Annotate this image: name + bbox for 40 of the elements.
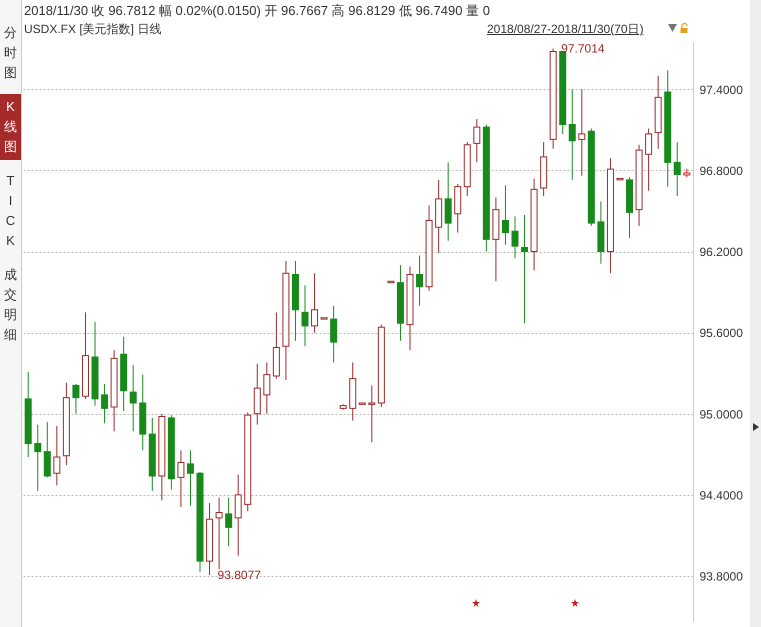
candlestick: [568, 88, 576, 180]
text: 2018/08/27-2018/11/30(70日): [487, 21, 644, 38]
text: K线图: [0, 97, 21, 157]
candlestick: [578, 88, 586, 176]
candlestick: [311, 272, 318, 334]
y-tick-label: 96.8000: [700, 164, 744, 178]
candlestick: [225, 497, 232, 547]
chart-subtitle: USDX.FX [美元指数] 日线: [24, 21, 162, 38]
candlestick: [263, 362, 270, 414]
candlestick: [234, 474, 242, 556]
candlestick: [177, 450, 184, 508]
y-tick-label: 96.2000: [700, 245, 744, 260]
y-tick-label: 95.0000: [700, 407, 744, 422]
candlestick: [53, 425, 60, 486]
text: 分时图: [3, 24, 18, 82]
candlestick: [302, 284, 309, 347]
candlestick: [130, 364, 137, 432]
candlestick: [473, 118, 480, 163]
candlestick: [330, 305, 338, 363]
candlestick: [101, 384, 108, 424]
candlestick: [521, 214, 528, 324]
y-tick-label: 97.4000: [700, 82, 744, 97]
chart-title: 2018/11/30 收 96.7812 幅 0.02%(0.0150) 开 96.7667 高 96.8129 低 96.7490 量 0: [24, 2, 490, 20]
candlestick: [72, 384, 80, 414]
candlestick: [368, 384, 376, 443]
annotation: 97.7014: [561, 42, 605, 56]
annotation: 93.8077: [218, 568, 262, 582]
y-tick-label: 93.8000: [700, 570, 744, 584]
y-tick-label: 94.4000: [700, 488, 744, 502]
y-tick-label: 95.6000: [700, 326, 744, 340]
candlestick: [645, 128, 652, 192]
candlestick: [674, 142, 681, 197]
candlestick: [34, 424, 42, 492]
candlestick: [216, 497, 223, 570]
candlestick: [511, 216, 518, 259]
candlestick: [416, 255, 424, 306]
text: TICK: [4, 172, 16, 250]
candlestick: [502, 184, 509, 246]
text: 成交明细: [3, 266, 18, 344]
candlestick: [186, 450, 194, 506]
